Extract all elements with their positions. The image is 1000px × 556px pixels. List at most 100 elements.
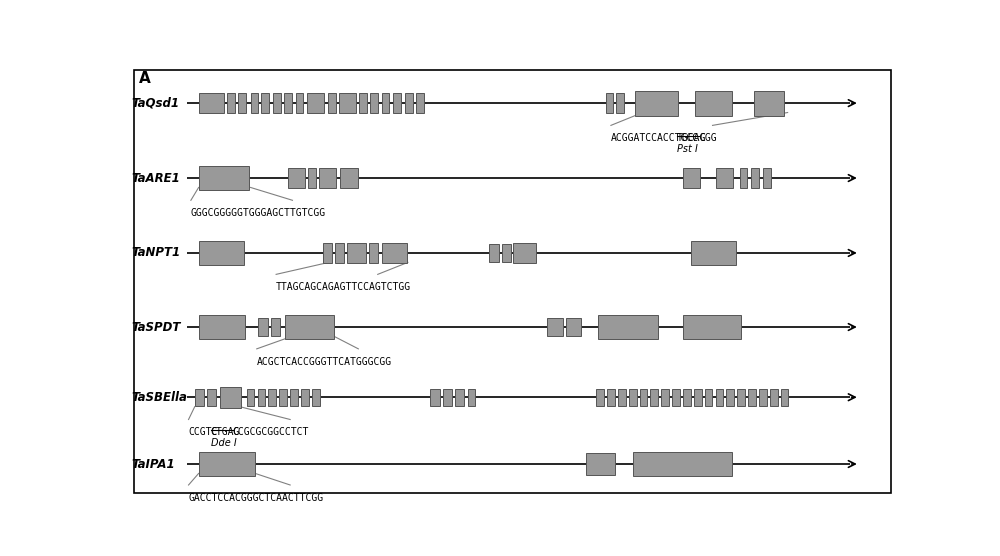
Bar bbox=[393, 93, 401, 113]
Bar bbox=[430, 389, 440, 406]
Bar bbox=[695, 91, 732, 116]
Text: TaNPT1: TaNPT1 bbox=[131, 246, 180, 260]
Bar bbox=[323, 244, 332, 262]
Bar bbox=[312, 389, 320, 406]
Bar bbox=[220, 386, 241, 408]
Text: TaSBElla: TaSBElla bbox=[131, 391, 187, 404]
Bar bbox=[763, 168, 771, 188]
Bar bbox=[770, 389, 778, 406]
Bar bbox=[227, 93, 235, 113]
Bar bbox=[307, 93, 324, 113]
Bar bbox=[199, 93, 224, 113]
Bar bbox=[369, 244, 378, 262]
Bar bbox=[502, 245, 511, 261]
Bar bbox=[258, 389, 265, 406]
Bar bbox=[251, 93, 258, 113]
Text: TaSPDT: TaSPDT bbox=[131, 320, 181, 334]
Bar bbox=[455, 389, 464, 406]
Bar bbox=[382, 93, 389, 113]
Text: Dde I: Dde I bbox=[211, 438, 236, 448]
Bar bbox=[705, 389, 712, 406]
Bar bbox=[694, 389, 702, 406]
Text: TGCAG: TGCAG bbox=[677, 133, 707, 143]
Bar bbox=[468, 389, 475, 406]
Bar bbox=[547, 319, 563, 336]
Bar bbox=[195, 389, 204, 406]
Bar bbox=[740, 168, 747, 188]
Bar bbox=[640, 389, 647, 406]
Text: ACGCTCACCGGGTTCATGGGCGG: ACGCTCACCGGGTTCATGGGCGG bbox=[257, 356, 392, 366]
Bar bbox=[370, 93, 378, 113]
Bar bbox=[416, 93, 424, 113]
Bar bbox=[199, 241, 244, 265]
Bar bbox=[716, 168, 733, 188]
Bar bbox=[247, 389, 254, 406]
Bar bbox=[405, 93, 413, 113]
Bar bbox=[319, 168, 336, 188]
Text: GACCTCCACGGGCTCAACTTCGG: GACCTCCACGGGCTCAACTTCGG bbox=[189, 493, 324, 503]
Bar bbox=[238, 93, 246, 113]
Bar bbox=[199, 315, 245, 339]
Bar bbox=[308, 168, 316, 188]
Text: TaIPA1: TaIPA1 bbox=[131, 458, 175, 470]
Text: CGG: CGG bbox=[699, 133, 717, 143]
Bar bbox=[279, 389, 287, 406]
Bar bbox=[273, 93, 281, 113]
Bar bbox=[618, 389, 626, 406]
Text: Pst I: Pst I bbox=[677, 144, 698, 154]
Bar bbox=[633, 451, 732, 476]
Bar bbox=[285, 315, 334, 339]
Bar bbox=[759, 389, 767, 406]
Text: TTAGCAGCAGAGTTCCAGTCTGG: TTAGCAGCAGAGTTCCAGTCTGG bbox=[276, 282, 411, 292]
Bar bbox=[629, 389, 637, 406]
Text: ACGGATCCACCTCCC: ACGGATCCACCTCCC bbox=[611, 133, 699, 143]
Bar bbox=[296, 93, 303, 113]
Bar bbox=[359, 93, 367, 113]
Text: TaQsd1: TaQsd1 bbox=[131, 97, 179, 110]
Bar bbox=[598, 315, 658, 339]
Bar bbox=[207, 389, 216, 406]
Bar bbox=[672, 389, 680, 406]
Bar bbox=[607, 389, 615, 406]
Bar bbox=[340, 168, 358, 188]
Bar bbox=[650, 389, 658, 406]
Bar bbox=[443, 389, 452, 406]
Bar bbox=[616, 93, 624, 113]
Bar bbox=[586, 453, 615, 475]
Bar bbox=[726, 389, 734, 406]
Bar bbox=[691, 241, 736, 265]
Bar bbox=[566, 319, 581, 336]
Bar bbox=[606, 93, 613, 113]
Text: TaARE1: TaARE1 bbox=[131, 172, 180, 185]
Bar bbox=[301, 389, 309, 406]
Bar bbox=[288, 168, 305, 188]
Bar bbox=[716, 389, 723, 406]
Bar bbox=[199, 451, 255, 476]
Bar bbox=[737, 389, 745, 406]
Bar bbox=[661, 389, 669, 406]
Bar bbox=[751, 168, 759, 188]
Text: GGGCGGGGGTGGGAGCTTGTCGG: GGGCGGGGGTGGGAGCTTGTCGG bbox=[191, 208, 326, 218]
Bar bbox=[258, 319, 268, 336]
Text: A: A bbox=[139, 71, 151, 86]
Bar bbox=[382, 242, 407, 263]
Bar bbox=[335, 244, 344, 262]
Bar bbox=[347, 244, 366, 262]
Bar bbox=[328, 93, 336, 113]
Bar bbox=[754, 91, 784, 116]
Bar bbox=[284, 93, 292, 113]
Bar bbox=[489, 245, 499, 261]
Bar bbox=[271, 319, 280, 336]
Bar bbox=[596, 389, 604, 406]
Bar bbox=[635, 91, 678, 116]
Text: CCGCGCGGCCTCT: CCGCGCGGCCTCT bbox=[233, 427, 309, 437]
Bar bbox=[261, 93, 269, 113]
Bar bbox=[683, 168, 700, 188]
Bar bbox=[199, 166, 249, 191]
Text: CTGAG: CTGAG bbox=[211, 427, 240, 437]
Bar bbox=[268, 389, 276, 406]
Bar bbox=[683, 315, 741, 339]
Bar bbox=[781, 389, 788, 406]
Text: CCGTC: CCGTC bbox=[189, 427, 218, 437]
Bar bbox=[290, 389, 298, 406]
